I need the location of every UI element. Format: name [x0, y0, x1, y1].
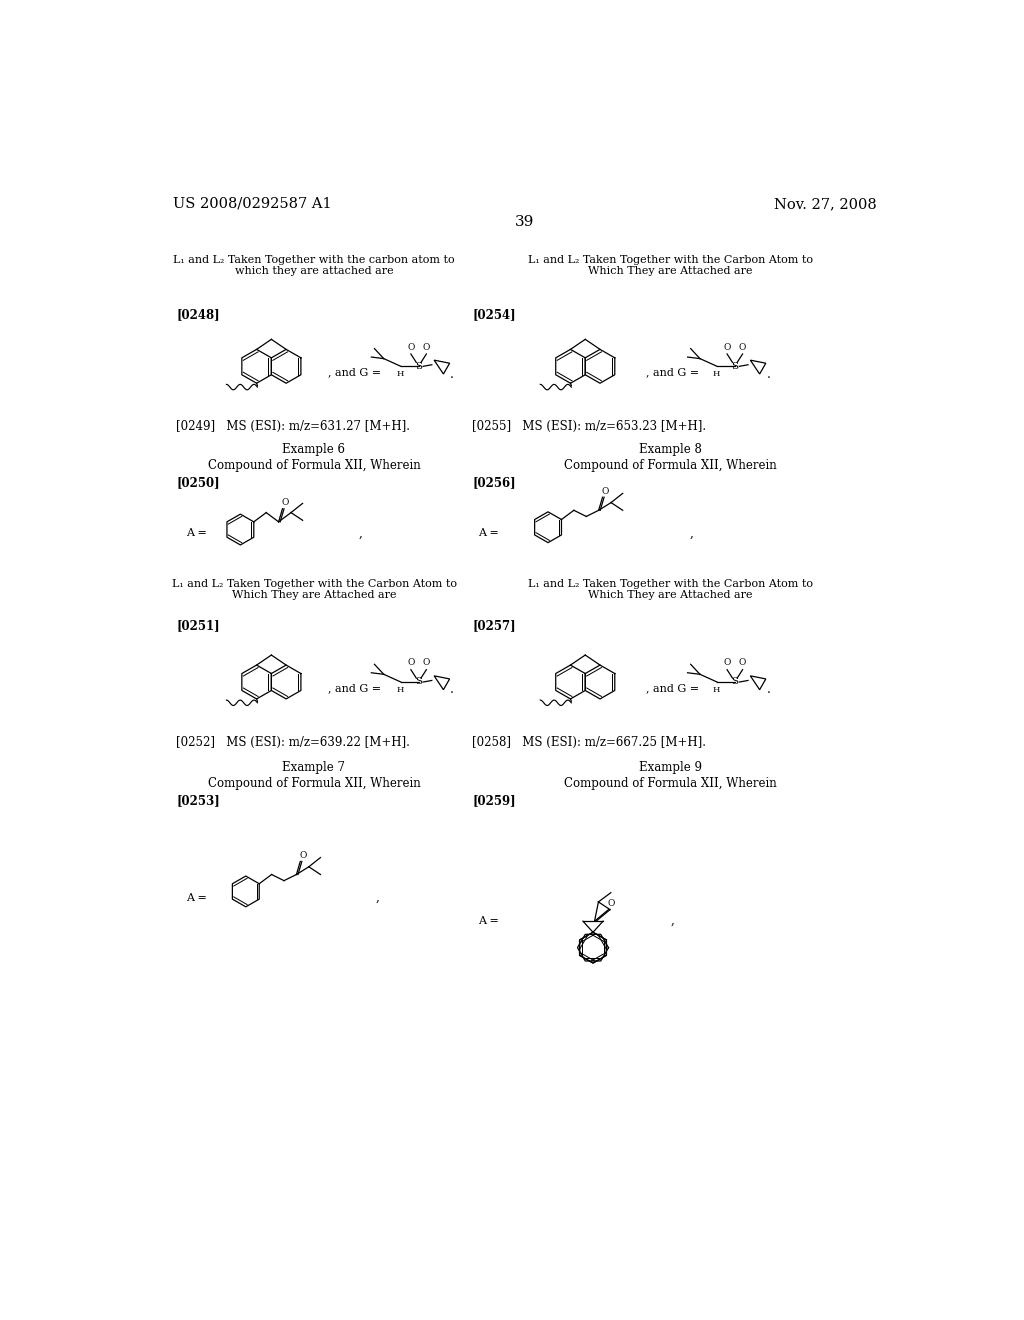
Text: Nov. 27, 2008: Nov. 27, 2008: [774, 197, 877, 211]
Text: H: H: [713, 686, 720, 694]
Text: O: O: [607, 899, 614, 908]
Text: Compound of Formula XII, Wherein: Compound of Formula XII, Wherein: [564, 459, 777, 471]
Text: US 2008/0292587 A1: US 2008/0292587 A1: [173, 197, 332, 211]
Text: ,: ,: [671, 915, 675, 927]
Text: O: O: [282, 498, 289, 507]
Text: Compound of Formula XII, Wherein: Compound of Formula XII, Wherein: [208, 776, 421, 789]
Text: [0248]: [0248]: [176, 309, 220, 322]
Text: [0257]: [0257]: [472, 619, 516, 632]
Text: L₁ and L₂ Taken Together with the carbon atom to
which they are attached are: L₁ and L₂ Taken Together with the carbon…: [173, 255, 455, 276]
Text: [0250]: [0250]: [176, 475, 220, 488]
Text: [0259]: [0259]: [472, 793, 516, 807]
Text: Example 6: Example 6: [283, 444, 345, 457]
Text: O: O: [739, 659, 746, 668]
Text: A =: A =: [478, 916, 499, 925]
Text: A =: A =: [186, 892, 207, 903]
Text: O: O: [723, 659, 731, 668]
Text: S: S: [731, 362, 738, 371]
Text: S: S: [731, 677, 738, 686]
Text: [0253]: [0253]: [176, 793, 220, 807]
Text: Example 8: Example 8: [639, 444, 701, 457]
Text: [0256]: [0256]: [472, 475, 516, 488]
Text: Compound of Formula XII, Wherein: Compound of Formula XII, Wherein: [564, 776, 777, 789]
Text: [0255]   MS (ESI): m/z=653.23 [M+H].: [0255] MS (ESI): m/z=653.23 [M+H].: [472, 420, 707, 433]
Text: 39: 39: [515, 215, 535, 230]
Text: , and G =: , and G =: [646, 684, 698, 693]
Text: L₁ and L₂ Taken Together with the Carbon Atom to
Which They are Attached are: L₁ and L₂ Taken Together with the Carbon…: [528, 579, 813, 601]
Text: A =: A =: [186, 528, 207, 539]
Text: ,: ,: [359, 527, 362, 540]
Text: O: O: [739, 343, 746, 351]
Text: A =: A =: [478, 528, 499, 539]
Text: S: S: [415, 677, 422, 686]
Text: ,: ,: [690, 527, 693, 540]
Text: H: H: [396, 370, 403, 378]
Text: .: .: [767, 367, 771, 380]
Text: Example 7: Example 7: [283, 760, 345, 774]
Text: [0258]   MS (ESI): m/z=667.25 [M+H].: [0258] MS (ESI): m/z=667.25 [M+H].: [472, 737, 707, 748]
Text: .: .: [767, 684, 771, 696]
Text: .: .: [450, 684, 454, 696]
Text: [0249]   MS (ESI): m/z=631.27 [M+H].: [0249] MS (ESI): m/z=631.27 [M+H].: [176, 420, 410, 433]
Text: O: O: [723, 343, 731, 351]
Text: H: H: [713, 370, 720, 378]
Text: O: O: [423, 659, 430, 668]
Text: , and G =: , and G =: [646, 367, 698, 378]
Text: ,: ,: [376, 891, 380, 904]
Text: O: O: [408, 659, 415, 668]
Text: O: O: [602, 487, 609, 496]
Text: [0252]   MS (ESI): m/z=639.22 [M+H].: [0252] MS (ESI): m/z=639.22 [M+H].: [176, 737, 410, 748]
Text: L₁ and L₂ Taken Together with the Carbon Atom to
Which They are Attached are: L₁ and L₂ Taken Together with the Carbon…: [171, 579, 457, 601]
Text: O: O: [408, 343, 415, 351]
Text: , and G =: , and G =: [328, 684, 381, 693]
Text: O: O: [300, 851, 307, 859]
Text: , and G =: , and G =: [328, 367, 381, 378]
Text: S: S: [415, 362, 422, 371]
Text: O: O: [423, 343, 430, 351]
Text: Compound of Formula XII, Wherein: Compound of Formula XII, Wherein: [208, 459, 421, 471]
Text: [0254]: [0254]: [472, 309, 516, 322]
Text: H: H: [396, 686, 403, 694]
Text: .: .: [450, 367, 454, 380]
Text: Example 9: Example 9: [639, 760, 702, 774]
Text: [0251]: [0251]: [176, 619, 220, 632]
Text: L₁ and L₂ Taken Together with the Carbon Atom to
Which They are Attached are: L₁ and L₂ Taken Together with the Carbon…: [528, 255, 813, 276]
